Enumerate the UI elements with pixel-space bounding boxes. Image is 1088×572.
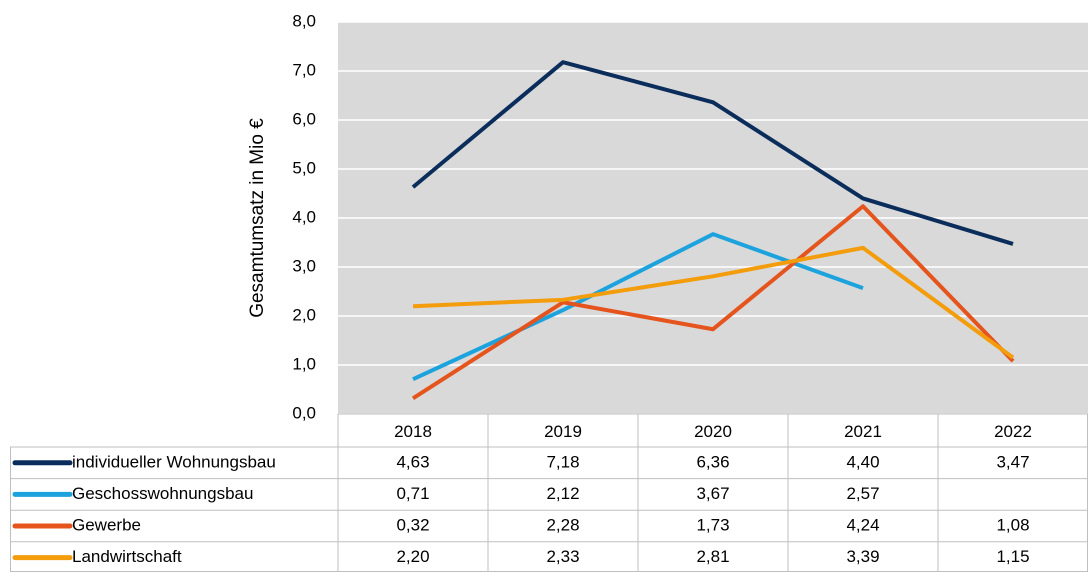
table-value: 2,28 (546, 515, 579, 534)
y-tick-label: 3,0 (292, 256, 316, 275)
x-tick-label: 2021 (844, 422, 882, 441)
y-tick-label: 5,0 (292, 158, 316, 177)
y-axis-label: Gesamtumsatz in Mio € (247, 118, 268, 318)
table-value: 1,73 (696, 515, 729, 534)
table-value: 7,18 (546, 452, 579, 471)
table-value: 3,47 (996, 452, 1029, 471)
y-tick-label: 8,0 (292, 11, 316, 30)
table-value: 2,20 (396, 547, 429, 566)
x-tick-label: 2022 (994, 422, 1032, 441)
table-value: 3,67 (696, 484, 729, 503)
table-value: 2,33 (546, 547, 579, 566)
table-value: 0,71 (396, 484, 429, 503)
legend-label: individueller Wohnungsbau (72, 452, 276, 471)
table-value: 2,57 (846, 484, 879, 503)
table-value: 4,63 (396, 452, 429, 471)
series-line (412, 245, 1015, 360)
series-line (411, 60, 1014, 246)
y-tick-label: 1,0 (292, 354, 316, 373)
y-tick-label: 0,0 (292, 403, 316, 422)
legend-label: Landwirtschaft (72, 547, 182, 566)
table-value: 1,15 (996, 547, 1029, 566)
y-tick-label: 4,0 (292, 207, 316, 226)
table-value: 2,12 (546, 484, 579, 503)
x-tick-label: 2019 (544, 422, 582, 441)
table-value: 1,08 (996, 515, 1029, 534)
x-tick-label: 2020 (694, 422, 732, 441)
table-value: 3,39 (846, 547, 879, 566)
table-value: 0,32 (396, 515, 429, 534)
table-value: 2,81 (696, 547, 729, 566)
legend-label: Geschosswohnungsbau (72, 484, 253, 503)
x-tick-label: 2018 (394, 422, 432, 441)
table-value: 4,40 (846, 452, 879, 471)
y-tick-label: 7,0 (292, 60, 316, 79)
table-value: 6,36 (696, 452, 729, 471)
y-tick-label: 2,0 (292, 305, 316, 324)
series-line (411, 204, 1015, 401)
table-value: 4,24 (846, 515, 879, 534)
legend-label: Gewerbe (72, 515, 141, 534)
y-tick-label: 6,0 (292, 109, 316, 128)
